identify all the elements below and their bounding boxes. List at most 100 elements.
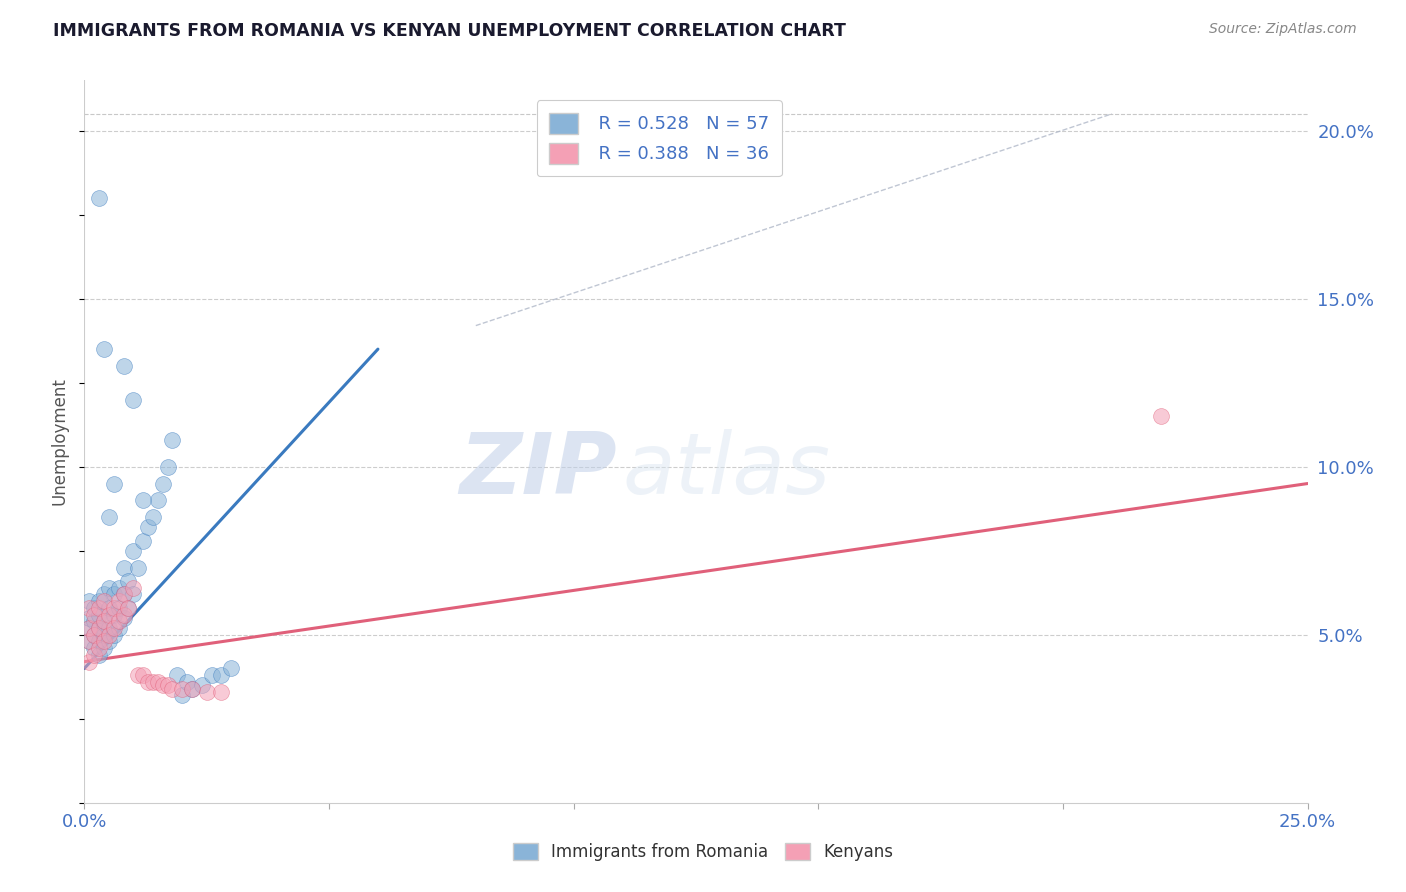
Point <box>209 685 232 699</box>
Point <box>87 634 110 648</box>
Point <box>136 520 159 534</box>
Point <box>87 621 110 635</box>
Point <box>93 587 115 601</box>
Text: Source: ZipAtlas.com: Source: ZipAtlas.com <box>1209 22 1357 37</box>
Point <box>156 459 179 474</box>
Point <box>142 674 165 689</box>
Point <box>93 628 115 642</box>
Point <box>77 611 100 625</box>
Point <box>77 594 100 608</box>
Point <box>97 581 120 595</box>
Point <box>176 674 198 689</box>
Point <box>103 628 125 642</box>
Point <box>136 674 159 689</box>
Point <box>107 600 129 615</box>
Point <box>112 607 135 622</box>
Point <box>83 607 105 622</box>
Text: ZIP: ZIP <box>458 429 616 512</box>
Point <box>219 661 242 675</box>
Point <box>107 621 129 635</box>
Point <box>77 621 100 635</box>
Point <box>83 641 105 656</box>
Point <box>122 392 145 407</box>
Point <box>172 688 194 702</box>
Point <box>122 587 145 601</box>
Legend: Immigrants from Romania, Kenyans: Immigrants from Romania, Kenyans <box>506 836 900 868</box>
Point <box>87 191 110 205</box>
Point <box>83 600 105 615</box>
Point <box>87 621 110 635</box>
Point <box>117 600 139 615</box>
Point <box>87 641 110 656</box>
Point <box>97 628 120 642</box>
Point <box>181 681 204 696</box>
Point <box>93 634 115 648</box>
Point <box>97 634 120 648</box>
Point <box>132 668 155 682</box>
Point <box>77 621 100 635</box>
Point <box>107 594 129 608</box>
Point <box>209 668 232 682</box>
Point <box>97 621 120 635</box>
Point <box>103 621 125 635</box>
Point <box>87 594 110 608</box>
Point <box>87 607 110 622</box>
Point <box>83 648 105 662</box>
Point <box>195 685 218 699</box>
Point <box>162 681 184 696</box>
Point <box>87 648 110 662</box>
Point <box>146 493 169 508</box>
Point <box>142 510 165 524</box>
Point <box>156 678 179 692</box>
Point <box>181 681 204 696</box>
Point <box>77 600 100 615</box>
Point <box>200 668 222 682</box>
Point <box>132 493 155 508</box>
Point <box>117 574 139 588</box>
Point <box>83 615 105 629</box>
Point <box>112 587 135 601</box>
Point <box>103 587 125 601</box>
Point <box>77 655 100 669</box>
Point <box>103 607 125 622</box>
Point <box>83 628 105 642</box>
Point <box>112 611 135 625</box>
Point <box>162 433 184 447</box>
Point <box>122 581 145 595</box>
Point <box>93 641 115 656</box>
Point <box>146 674 169 689</box>
Point <box>77 634 100 648</box>
Point <box>1150 409 1173 424</box>
Point <box>172 681 194 696</box>
Point <box>117 600 139 615</box>
Point <box>166 668 188 682</box>
Point <box>83 628 105 642</box>
Point <box>103 600 125 615</box>
Point <box>107 581 129 595</box>
Point <box>112 587 135 601</box>
Point <box>97 600 120 615</box>
Point <box>152 678 174 692</box>
Point <box>127 668 149 682</box>
Point <box>77 634 100 648</box>
Point <box>122 543 145 558</box>
Legend:   R = 0.528   N = 57,   R = 0.388   N = 36: R = 0.528 N = 57, R = 0.388 N = 36 <box>537 100 782 176</box>
Point <box>97 607 120 622</box>
Point <box>87 600 110 615</box>
Point <box>93 342 115 356</box>
Point <box>112 359 135 373</box>
Y-axis label: Unemployment: Unemployment <box>51 377 69 506</box>
Point <box>132 533 155 548</box>
Point <box>152 476 174 491</box>
Point <box>191 678 214 692</box>
Point <box>103 476 125 491</box>
Point <box>93 615 115 629</box>
Point <box>93 615 115 629</box>
Text: IMMIGRANTS FROM ROMANIA VS KENYAN UNEMPLOYMENT CORRELATION CHART: IMMIGRANTS FROM ROMANIA VS KENYAN UNEMPL… <box>53 22 846 40</box>
Point <box>93 594 115 608</box>
Text: atlas: atlas <box>623 429 831 512</box>
Point <box>112 560 135 574</box>
Point <box>97 510 120 524</box>
Point <box>107 615 129 629</box>
Point <box>127 560 149 574</box>
